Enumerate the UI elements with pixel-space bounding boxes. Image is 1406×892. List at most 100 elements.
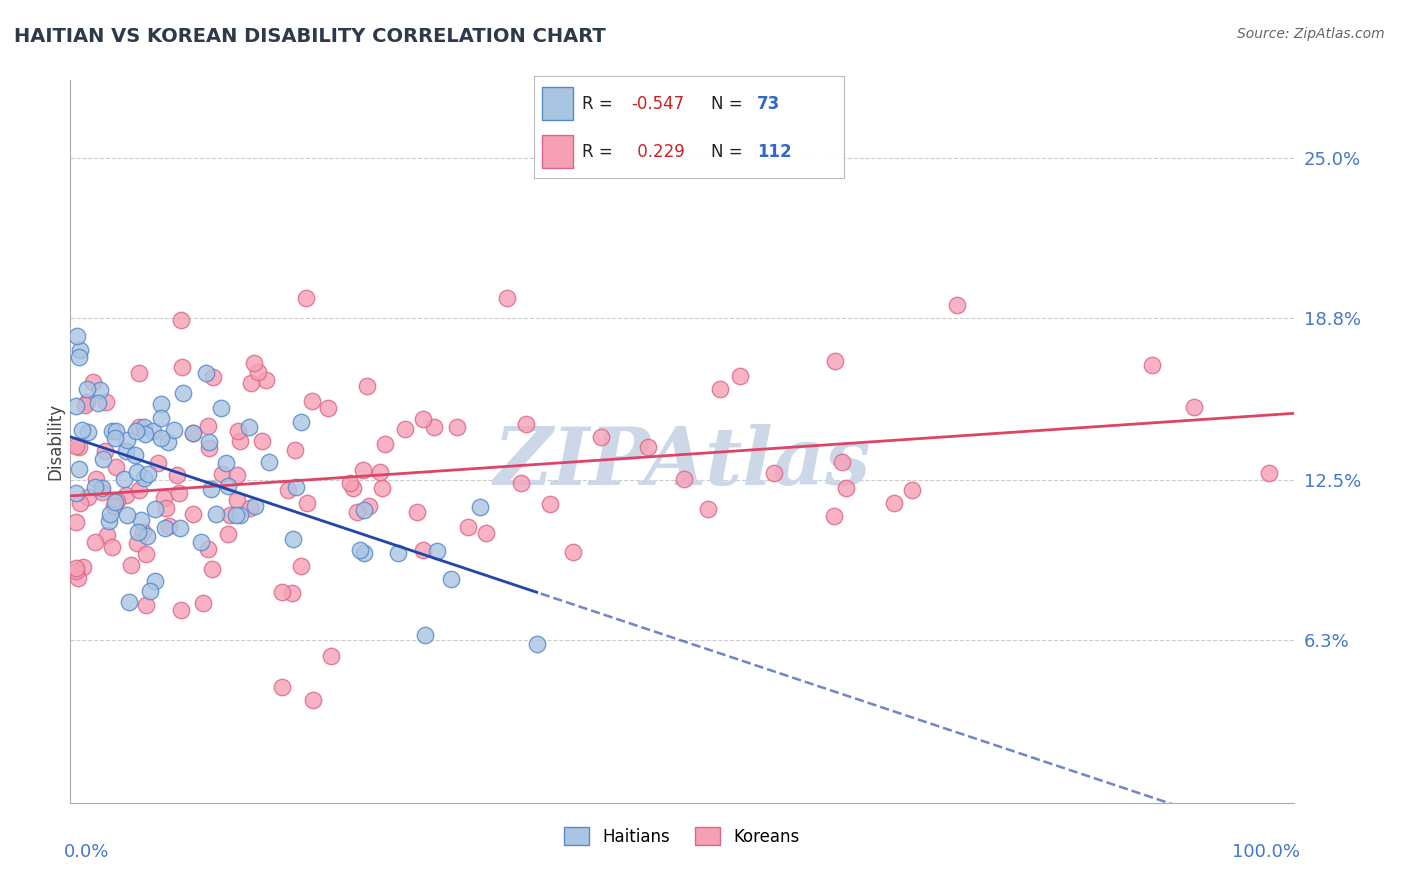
Point: [105, 424, 128, 438]
Point: [128, 483, 150, 497]
Point: [117, 508, 139, 522]
Point: [181, 426, 204, 441]
Point: [156, 434, 179, 449]
Point: [562, 545, 585, 559]
Point: [295, 291, 318, 305]
Point: [215, 456, 238, 470]
Point: [356, 379, 378, 393]
Point: [835, 481, 858, 495]
Text: 73: 73: [756, 95, 780, 112]
Point: [211, 401, 233, 416]
Point: [150, 410, 173, 425]
Y-axis label: Disability: Disability: [46, 403, 65, 480]
Point: [115, 433, 138, 447]
Point: [457, 519, 479, 533]
Point: [412, 542, 434, 557]
Point: [82, 375, 104, 389]
Point: [143, 502, 166, 516]
Point: [69, 496, 91, 510]
Point: [149, 431, 172, 445]
Point: [211, 467, 233, 481]
Point: [239, 501, 262, 516]
Point: [353, 546, 375, 560]
Point: [96, 528, 118, 542]
Point: [229, 508, 252, 522]
Point: [112, 472, 135, 486]
Point: [70, 423, 93, 437]
Point: [76, 395, 98, 409]
Point: [496, 291, 519, 305]
Point: [65, 439, 87, 453]
Point: [197, 419, 219, 434]
Point: [72, 560, 94, 574]
Point: [446, 419, 468, 434]
Point: [67, 351, 90, 365]
Text: 112: 112: [756, 143, 792, 161]
Point: [316, 401, 339, 415]
Point: [172, 385, 194, 400]
Point: [228, 434, 250, 448]
Point: [170, 360, 193, 375]
Point: [371, 481, 394, 495]
Text: ZIPAtlas: ZIPAtlas: [494, 425, 870, 502]
Point: [67, 440, 90, 454]
Point: [218, 508, 240, 522]
Point: [342, 481, 364, 495]
Point: [76, 425, 98, 440]
Point: [349, 543, 371, 558]
Point: [84, 472, 107, 486]
Point: [201, 561, 224, 575]
Point: [374, 437, 396, 451]
Point: [66, 572, 89, 586]
Point: [426, 543, 449, 558]
Point: [157, 519, 180, 533]
Point: [217, 526, 239, 541]
Point: [194, 366, 217, 380]
Point: [134, 426, 156, 441]
Point: [163, 424, 186, 438]
Point: [76, 382, 98, 396]
Point: [153, 491, 176, 505]
Point: [153, 521, 176, 535]
Point: [901, 483, 924, 497]
Point: [226, 425, 249, 439]
Point: [148, 456, 170, 470]
Point: [423, 420, 446, 434]
Point: [103, 500, 125, 514]
Point: [510, 476, 533, 491]
Point: [346, 505, 368, 519]
Point: [198, 441, 221, 455]
Point: [125, 536, 148, 550]
Point: [105, 493, 128, 508]
Point: [97, 514, 120, 528]
Point: [65, 399, 87, 413]
Point: [301, 393, 323, 408]
Point: [357, 499, 380, 513]
Point: [91, 452, 114, 467]
Point: [1142, 358, 1164, 372]
Point: [127, 525, 149, 540]
Point: [104, 495, 127, 509]
Point: [120, 558, 142, 573]
FancyBboxPatch shape: [541, 87, 574, 120]
Text: -0.547: -0.547: [631, 95, 685, 112]
Text: Source: ZipAtlas.com: Source: ZipAtlas.com: [1237, 27, 1385, 41]
Text: 100.0%: 100.0%: [1232, 843, 1299, 861]
Point: [394, 422, 416, 436]
Point: [136, 529, 159, 543]
Point: [166, 467, 188, 482]
Point: [142, 425, 165, 439]
Point: [226, 468, 249, 483]
Point: [124, 448, 146, 462]
Point: [538, 497, 561, 511]
Point: [191, 596, 214, 610]
Point: [94, 395, 117, 409]
Point: [90, 485, 112, 500]
Point: [250, 434, 273, 449]
Point: [247, 365, 270, 379]
Point: [65, 486, 87, 500]
Point: [66, 329, 89, 343]
Text: N =: N =: [710, 143, 742, 161]
Point: [1258, 466, 1281, 480]
Point: [132, 419, 155, 434]
